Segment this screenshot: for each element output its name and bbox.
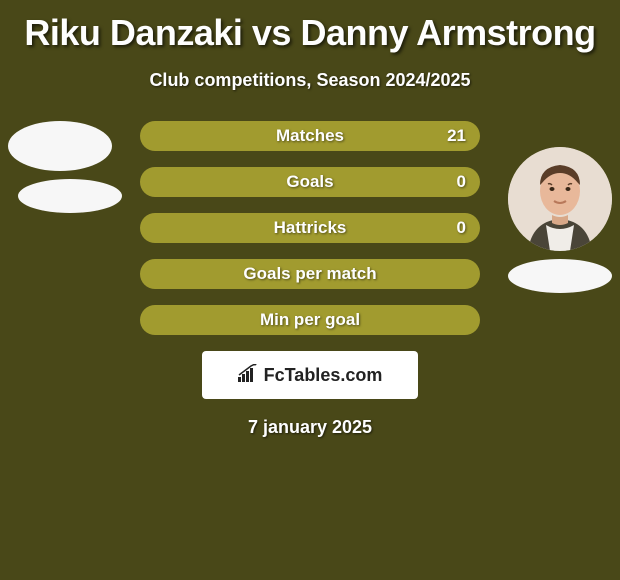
player-photo-icon: [508, 147, 612, 251]
stat-label: Hattricks: [274, 218, 347, 238]
stat-row-min-per-goal: Min per goal: [140, 305, 480, 335]
branding-box[interactable]: FcTables.com: [202, 351, 418, 399]
season-subtitle: Club competitions, Season 2024/2025: [0, 54, 620, 91]
date-label: 7 january 2025: [0, 399, 620, 438]
stat-label: Goals per match: [243, 264, 376, 284]
branding-text-content: FcTables.com: [264, 365, 383, 386]
comparison-title: Riku Danzaki vs Danny Armstrong: [0, 0, 620, 54]
stat-value-right: 0: [457, 172, 466, 192]
stat-row-goals-per-match: Goals per match: [140, 259, 480, 289]
stat-label: Min per goal: [260, 310, 360, 330]
player-left-badge-placeholder: [18, 179, 122, 213]
stat-label: Matches: [276, 126, 344, 146]
stat-row-hattricks: Hattricks 0: [140, 213, 480, 243]
chart-icon: [238, 364, 260, 387]
stat-value-right: 0: [457, 218, 466, 238]
stats-container: Matches 21 Goals 0 Hattricks 0 Goals per…: [140, 121, 480, 335]
branding-label: FcTables.com: [238, 364, 383, 387]
stat-row-goals: Goals 0: [140, 167, 480, 197]
content-area: Matches 21 Goals 0 Hattricks 0 Goals per…: [0, 121, 620, 438]
player-right-badge-placeholder: [508, 259, 612, 293]
stat-value-right: 21: [447, 126, 466, 146]
player-left-avatar-placeholder: [8, 121, 112, 171]
player-right-avatar: [508, 147, 612, 251]
stat-row-matches: Matches 21: [140, 121, 480, 151]
stat-label: Goals: [286, 172, 333, 192]
